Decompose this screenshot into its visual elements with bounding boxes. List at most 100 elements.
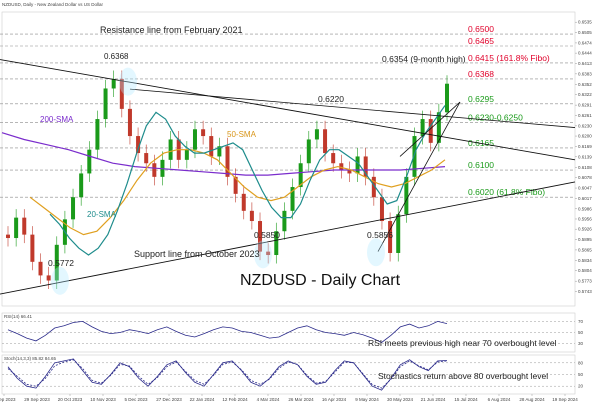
candle-body [71,197,76,220]
y-tick-label: 0.6139 [578,154,592,159]
low-label-0-5850: 0.5850 [254,230,280,240]
price-level-label: 0.6100 [468,160,494,170]
candle-body [46,275,51,281]
candle-body [363,156,368,177]
main-price-panel: 0.6535 0.6505 0.6474 0.6444 0.6413 0.6383 0.63… [0,11,592,307]
resistance-trendline [0,59,576,161]
candle-body [323,129,328,154]
support-line-label: Support line from October 2023 [134,249,260,259]
rsi-tick-label: 50 [578,330,584,335]
peak-label-0-6368: 0.6368 [104,52,129,61]
x-tick-label: 22 Jan 2024 [190,397,215,402]
x-tick-label: 12 Feb 2024 [222,397,248,402]
rsi-line [7,320,448,343]
low-label-0-5856: 0.5856 [367,230,393,240]
y-tick-label: 0.6169 [578,144,592,149]
candle-body [201,129,206,137]
candle-body [127,108,132,137]
candle-body [79,173,84,198]
x-tick-label: 6 Aug 2024 [488,397,511,402]
x-tick-label: 4 Mar 2024 [257,397,280,402]
candle-body [225,146,230,177]
candle-body [168,139,173,160]
y-tick-label: 0.6505 [578,30,592,35]
rsi-tick-label: 70 [578,319,584,324]
candle-body [274,231,279,256]
candle-body [87,149,92,174]
ascending-trendline [377,101,461,252]
candle-body [192,129,197,150]
candle-body [314,129,319,140]
x-axis: 7 Sep 2023 29 Sep 2023 20 Oct 2023 10 Nov 2… [0,394,578,402]
candle-body [111,78,116,89]
candle-body [14,217,19,239]
price-level-label: 0.6368 [468,69,494,79]
price-level-label: 0.6415 (161.8% Fibo) [468,53,550,63]
y-tick-label: 0.5834 [578,258,592,263]
candle-body [420,119,425,137]
main-frame [1,11,576,307]
price-level-label: 0.6465 [468,36,494,46]
y-tick-label: 0.6444 [578,51,592,56]
stoch-tick-label: 20 [578,384,584,389]
low-label-0-5772: 0.5772 [48,258,74,268]
support-trendline [0,181,576,295]
stoch-note: Stochastics return above 80 overbought l… [378,371,548,381]
y-tick-label: 0.5956 [578,216,592,221]
sma200-label: 200-SMA [40,115,74,124]
x-tick-label: 27 Dec 2023 [156,397,182,402]
highlight-zone [51,266,69,295]
y-tick-label: 0.6383 [578,71,592,76]
candle-body [379,197,384,222]
nine-month-high-label: 0.6354 (9-month high) [382,54,466,64]
descending-trendline [129,88,576,128]
sma20-line [49,105,446,256]
sma50-label: 50-SMA [227,130,257,139]
candle-body [217,146,222,157]
candle-body [331,153,336,164]
candle-body [282,210,287,232]
x-tick-label: 26 Mar 2024 [288,397,314,402]
y-tick-label: 0.6261 [578,113,592,118]
rsi-note: RSI meets previous high near 70 overboug… [368,338,557,348]
level-label-0-6220: 0.6220 [318,94,344,104]
highlight-zone [367,238,385,267]
x-tick-label: 30 May 2024 [387,397,414,402]
resistance-line-label: Resistance line from February 2021 [100,25,243,35]
y-tick-label: 0.5926 [578,227,592,232]
candle-body [22,217,27,235]
candle-body [119,78,124,109]
candle-body [249,210,254,222]
candle-body [144,153,149,164]
y-tick-label: 0.6474 [578,40,592,45]
candle-body [241,193,246,211]
y-tick-label: 0.5986 [578,206,592,211]
y-tick-label: 0.6535 [578,20,592,25]
annotations: Resistance line from February 2021 0.636… [40,25,557,381]
highlight-zone [254,240,272,269]
price-level-label: 0.6020 (61.8% Fibo) [468,187,545,197]
x-tick-label: 28 Aug 2024 [519,397,545,402]
candle-body [347,170,352,174]
y-tick-label: 0.5865 [578,247,592,252]
candle-body [6,234,10,239]
x-tick-label: 19 Sep 2024 [552,397,578,402]
candle-body [209,136,214,157]
candle-body [371,176,376,198]
y-tick-label: 0.5773 [578,279,592,284]
candle-body [339,163,344,171]
x-tick-label: 15 Jul 2024 [454,397,478,402]
stoch-k-line [7,358,448,391]
ascending-trendline-2 [399,101,461,157]
price-level-label: 0.6500 [468,24,494,34]
highlight-zone [119,67,137,96]
candle-body [258,221,263,252]
sma200-line [1,132,446,176]
x-tick-label: 7 Sep 2023 [0,397,16,402]
y-tick-label: 0.6322 [578,92,592,97]
y-tick-label: 0.6078 [578,175,592,180]
candle-body [306,139,311,164]
candle-body [404,176,409,215]
y-tick-label: 0.5804 [578,268,592,273]
